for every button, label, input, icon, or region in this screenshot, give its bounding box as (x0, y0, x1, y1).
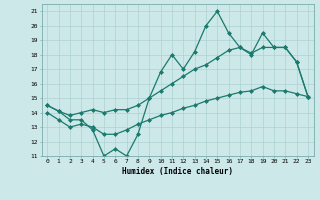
X-axis label: Humidex (Indice chaleur): Humidex (Indice chaleur) (122, 167, 233, 176)
